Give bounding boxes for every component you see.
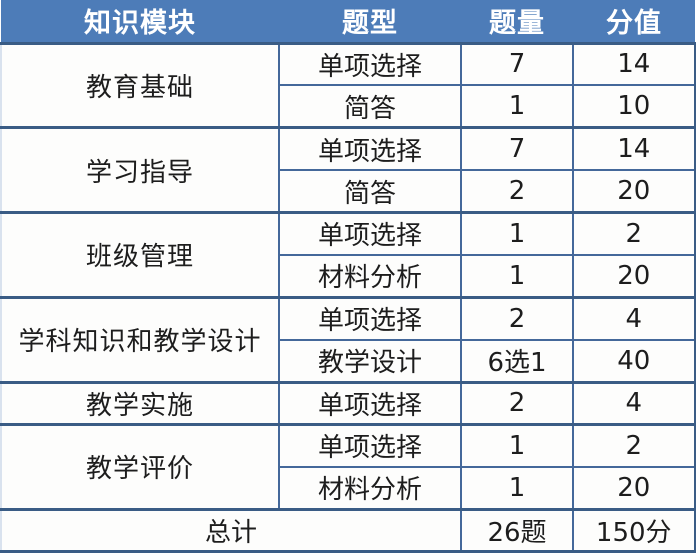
table-row: 教学设计 6选1 40 xyxy=(1,338,696,384)
question-type-cell: 单项选择 xyxy=(278,210,462,256)
question-type-cell: 简答 xyxy=(278,169,462,214)
column-header-question-type: 题型 xyxy=(279,0,461,45)
question-count-cell: 2 xyxy=(460,169,574,214)
module-cell: 班级管理 xyxy=(0,211,280,299)
total-row: 总计 26题 150分 xyxy=(0,507,696,554)
score-cell: 2 xyxy=(572,210,696,256)
module-cell: 教学实施 xyxy=(0,380,280,426)
table-header-row: 知识模块 题型 题量 分值 xyxy=(1,0,695,45)
question-type-cell: 单项选择 xyxy=(278,380,462,426)
question-count-cell: 7 xyxy=(460,126,574,172)
score-cell: 20 xyxy=(572,253,696,299)
score-cell: 4 xyxy=(572,295,696,341)
question-count-cell: 1 xyxy=(460,465,574,511)
question-type-cell: 单项选择 xyxy=(278,41,462,87)
score-cell: 40 xyxy=(572,338,696,384)
question-count-cell: 1 xyxy=(460,210,574,256)
question-count-cell: 6选1 xyxy=(460,338,574,384)
table-row: 班级管理 单项选择 1 2 xyxy=(0,210,696,299)
table-row: 教育基础 单项选择 7 14 xyxy=(0,41,696,129)
score-cell: 20 xyxy=(572,169,696,214)
score-cell: 14 xyxy=(572,126,696,172)
score-cell: 10 xyxy=(572,84,696,129)
column-header-knowledge-module: 知识模块 xyxy=(1,0,279,45)
module-cell: 学科知识和教学设计 xyxy=(0,295,280,383)
question-type-cell: 单项选择 xyxy=(278,295,462,341)
table-row: 教学评价 单项选择 1 2 xyxy=(0,422,696,511)
total-label-cell: 总计 xyxy=(0,507,462,554)
question-count-cell: 1 xyxy=(460,84,574,129)
total-score-cell: 150分 xyxy=(572,507,696,554)
table-row: 学科知识和教学设计 单项选择 2 4 xyxy=(0,295,696,383)
question-count-cell: 7 xyxy=(460,41,574,87)
question-type-cell: 简答 xyxy=(278,84,462,129)
module-cell: 教学评价 xyxy=(0,422,280,511)
question-type-cell: 单项选择 xyxy=(278,422,462,468)
question-count-cell: 2 xyxy=(460,380,574,426)
question-count-cell: 1 xyxy=(460,422,574,468)
module-cell: 学习指导 xyxy=(0,126,280,214)
question-type-cell: 材料分析 xyxy=(278,465,462,511)
score-cell: 2 xyxy=(572,422,696,468)
table-row: 材料分析 1 20 xyxy=(1,253,696,299)
score-cell: 20 xyxy=(572,465,696,511)
question-type-cell: 材料分析 xyxy=(278,253,462,299)
column-header-question-count: 题量 xyxy=(461,0,573,45)
total-count-cell: 26题 xyxy=(460,507,574,554)
table-row: 学习指导 单项选择 7 14 xyxy=(0,126,696,214)
score-cell: 14 xyxy=(572,41,696,87)
score-cell: 4 xyxy=(572,380,696,426)
question-type-cell: 教学设计 xyxy=(278,338,462,384)
table-row: 简答 1 10 xyxy=(1,84,696,129)
column-header-score: 分值 xyxy=(573,0,695,45)
question-count-cell: 2 xyxy=(460,295,574,341)
table-row: 简答 2 20 xyxy=(1,169,696,214)
module-cell: 教育基础 xyxy=(0,41,280,129)
table-row: 教学实施 单项选择 2 4 xyxy=(0,380,696,426)
table-body: 教育基础 单项选择 7 14 简答 1 10 学习指导 单项选择 7 14 简答 2 20 班级管理 单项选择… xyxy=(0,41,696,554)
question-count-cell: 1 xyxy=(460,253,574,299)
table-row: 材料分析 1 20 xyxy=(1,465,696,511)
question-type-cell: 单项选择 xyxy=(278,126,462,172)
